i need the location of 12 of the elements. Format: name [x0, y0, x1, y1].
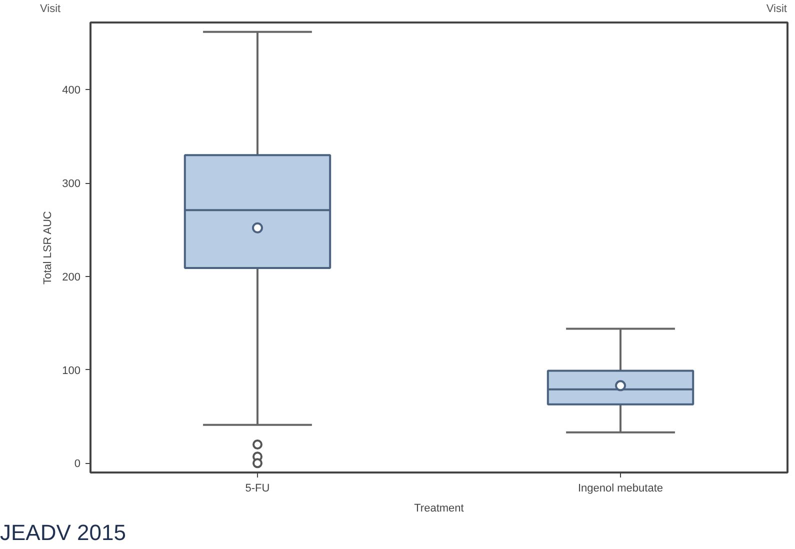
text: Visit [40, 2, 62, 17]
y-tick-label: 0 [74, 458, 81, 470]
x-axis-title: Treatment [414, 502, 464, 514]
y-tick-label: 300 [62, 178, 81, 190]
text: JEADV 2015 [0, 519, 127, 547]
y-axis-title: Total LSR AUC [42, 211, 54, 284]
y-tick-label: 200 [62, 271, 81, 284]
y-tick-label: 400 [62, 84, 81, 97]
x-tick-label: Ingenol mebutate [578, 482, 664, 494]
x-tick-label: 5-FU [245, 482, 270, 494]
text: Visit [765, 2, 787, 17]
y-tick-label: 100 [62, 364, 81, 377]
